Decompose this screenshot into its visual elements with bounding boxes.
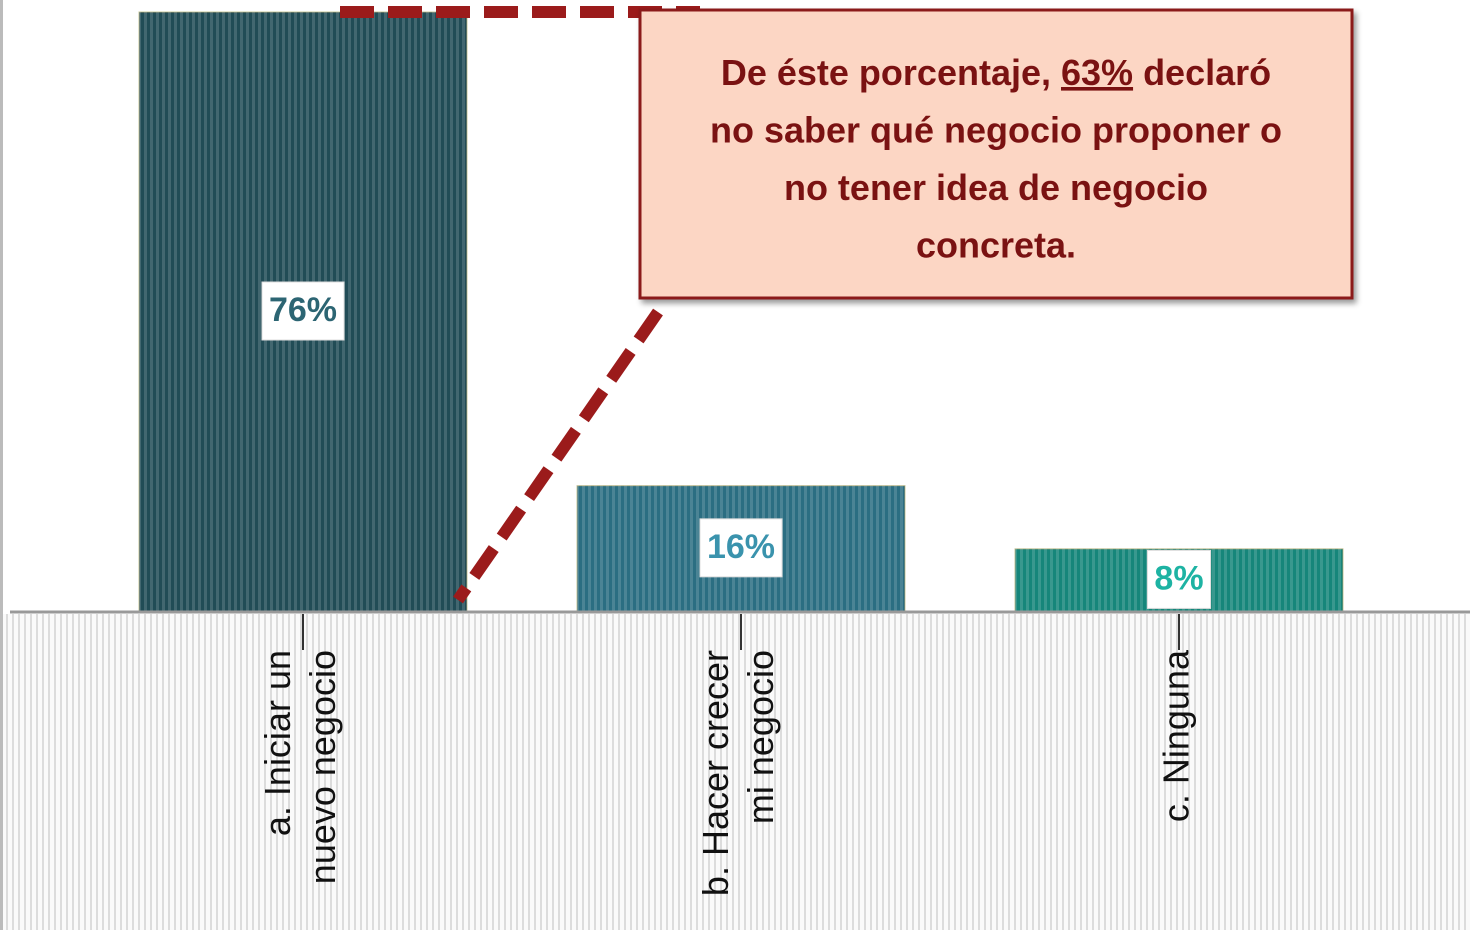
value-label-box <box>699 518 783 578</box>
annotation-text: declaró <box>1133 52 1271 93</box>
x-tick-label: b. Hacer crecer <box>695 650 736 896</box>
callout-line <box>453 308 663 604</box>
x-tick-label: c. Ninguna <box>1156 649 1197 822</box>
annotation: De éste porcentaje, 63% declaró <box>721 52 1271 93</box>
x-tick-label: a. Iniciar un <box>257 650 298 836</box>
x-tick-label: mi negocio <box>740 650 781 824</box>
value-label: 76% <box>269 291 337 329</box>
value-label: 16% <box>707 528 775 566</box>
annotation-box <box>638 8 1354 300</box>
label-area <box>0 614 1470 930</box>
annotation-line: concreta. <box>916 225 1076 266</box>
annotation-line: no saber qué negocio proponer o <box>710 110 1282 151</box>
annotation-line: no tener idea de negocio <box>784 167 1208 208</box>
x-tick-label: nuevo negocio <box>302 650 343 884</box>
value-label: 8% <box>1154 559 1203 597</box>
value-label-box <box>1146 549 1212 609</box>
value-label-box <box>261 281 345 341</box>
annotation-highlight: 63% <box>1061 52 1133 93</box>
annotation-text: De éste porcentaje, <box>721 52 1061 93</box>
